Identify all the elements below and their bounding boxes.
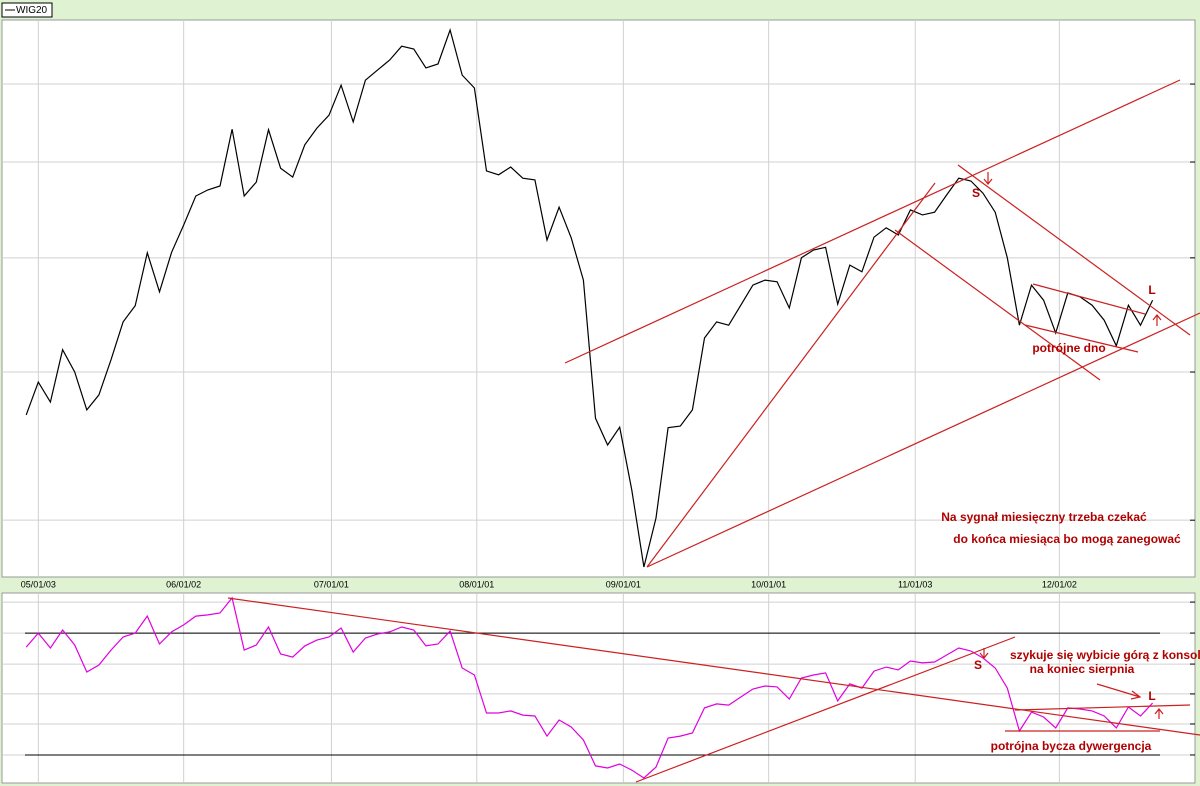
arrow-up (1152, 314, 1162, 326)
upper-plot-area (1, 19, 1196, 578)
x-tick-label: 12/01/02 (1042, 579, 1077, 589)
arrow (1096, 683, 1142, 700)
trend-line (957, 164, 1191, 336)
trend-line (894, 229, 1101, 381)
annotation: Na sygnał miesięczny trzeba czekać (941, 510, 1147, 524)
legend-label: WIG20 (16, 5, 48, 16)
legend: WIG20 (1, 2, 53, 18)
trend-lines (227, 79, 1200, 783)
trend-line (646, 182, 936, 568)
trend-line (1032, 283, 1146, 315)
x-tick-label: 06/01/02 (166, 579, 201, 589)
annotation: szykuje się wybicie górą z konsoli (1010, 648, 1200, 662)
x-tick-label: 07/01/01 (314, 579, 349, 589)
grid-layer: 05/01/03 06/01/02 07/01/01 08/01/01 09/01/01… (2, 20, 1195, 782)
annotation: do końca miesiąca bo mogą zanegować (953, 532, 1181, 546)
annotation: na koniec sierpnia (1030, 662, 1135, 676)
trend-line (564, 79, 1181, 364)
x-tick-label: 08/01/01 (459, 579, 494, 589)
x-tick-label: 10/01/01 (751, 579, 786, 589)
annotation: S (972, 186, 980, 200)
lower-plot-area (1, 592, 1196, 784)
trend-line (635, 636, 1016, 783)
arrow-up (1154, 708, 1164, 719)
annotation: S (974, 658, 982, 672)
trend-line (227, 597, 1200, 736)
x-tick-label: 05/01/03 (21, 579, 56, 589)
series-line (25, 596, 1154, 779)
x-tick-label: 09/01/01 (606, 579, 641, 589)
annotation: potrójna bycza dywergencja (991, 739, 1152, 753)
annotation: L (1148, 283, 1155, 297)
annotation: potrójne dno (1032, 341, 1105, 355)
trend-line (1024, 324, 1139, 353)
arrow-down (983, 172, 993, 185)
arrow-down (979, 648, 989, 659)
annotation: L (1148, 689, 1155, 703)
trend-line (646, 312, 1200, 568)
x-tick-label: 11/01/03 (898, 579, 932, 589)
trend-line (1014, 704, 1191, 711)
legend-box (1, 2, 53, 18)
